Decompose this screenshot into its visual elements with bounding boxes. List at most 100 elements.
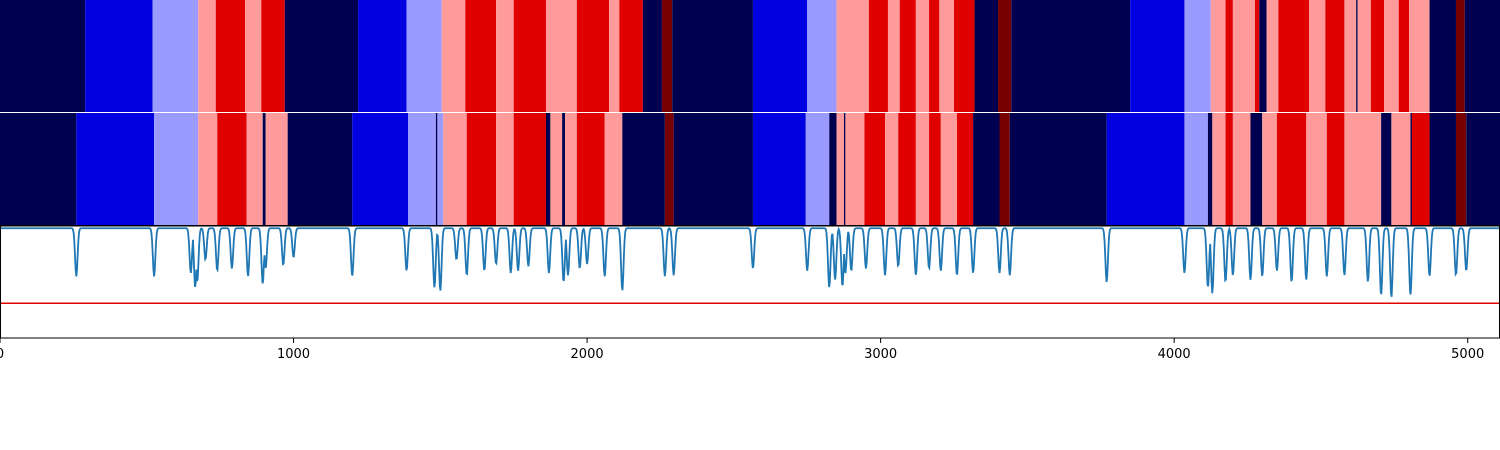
segment-row1-45 (1212, 113, 1226, 225)
segment-row1-60 (1466, 113, 1500, 225)
segmentation-row-bottom (0, 113, 1500, 225)
segment-row0-16 (609, 0, 620, 112)
segment-row1-30 (843, 113, 846, 225)
segment-row0-23 (836, 0, 869, 112)
signal-panel (0, 226, 1500, 338)
segment-row0-51 (1409, 0, 1430, 112)
segment-row1-35 (915, 113, 930, 225)
segment-row1-3 (198, 113, 218, 225)
segment-row1-51 (1306, 113, 1327, 225)
segment-row1-20 (565, 113, 577, 225)
segment-row0-11 (465, 0, 497, 112)
segment-row0-46 (1356, 0, 1358, 112)
segmentation-row-top (0, 0, 1500, 112)
segment-row0-15 (576, 0, 610, 112)
segment-row1-17 (545, 113, 551, 225)
segment-row0-10 (441, 0, 466, 112)
segment-row1-25 (673, 113, 753, 225)
segment-row1-24 (664, 113, 674, 225)
segment-row0-13 (513, 0, 546, 112)
segment-row0-24 (868, 0, 888, 112)
x-tick-label-0: 0 (0, 347, 4, 362)
segment-row0-20 (672, 0, 753, 112)
segment-row1-2 (154, 113, 199, 225)
segment-row1-47 (1232, 113, 1251, 225)
segment-row1-46 (1225, 113, 1233, 225)
segment-row1-59 (1455, 113, 1467, 225)
segment-row0-45 (1344, 0, 1357, 112)
segment-row1-57 (1411, 113, 1430, 225)
segment-row0-7 (284, 0, 359, 112)
segment-row1-42 (1106, 113, 1185, 225)
segment-row0-8 (358, 0, 407, 112)
segment-row0-42 (1278, 0, 1310, 112)
segment-row1-44 (1207, 113, 1213, 225)
segment-row1-40 (999, 113, 1010, 225)
segment-row0-50 (1398, 0, 1409, 112)
segment-row1-6 (262, 113, 266, 225)
segment-row1-55 (1391, 113, 1411, 225)
segment-row1-52 (1326, 113, 1345, 225)
segment-row0-36 (1210, 0, 1226, 112)
segment-row1-56 (1410, 113, 1412, 225)
segment-row0-28 (929, 0, 940, 112)
segment-row1-5 (246, 113, 263, 225)
segment-row1-12 (437, 113, 444, 225)
segment-row0-18 (642, 0, 662, 112)
segment-row0-33 (1011, 0, 1131, 112)
segment-row0-21 (752, 0, 808, 112)
segment-row0-40 (1259, 0, 1267, 112)
segment-row0-38 (1232, 0, 1255, 112)
segment-row1-13 (443, 113, 467, 225)
segment-row1-26 (752, 113, 806, 225)
segment-row0-26 (899, 0, 916, 112)
segment-row1-36 (929, 113, 941, 225)
segment-row1-58 (1429, 113, 1456, 225)
segment-row0-27 (915, 0, 930, 112)
segment-row1-33 (885, 113, 899, 225)
segment-row0-54 (1464, 0, 1500, 112)
segment-row1-39 (973, 113, 1000, 225)
segment-row0-43 (1309, 0, 1326, 112)
segment-row0-32 (998, 0, 1012, 112)
segment-row1-10 (408, 113, 436, 225)
segment-row1-9 (352, 113, 409, 225)
segment-row1-29 (836, 113, 844, 225)
segment-row0-35 (1184, 0, 1211, 112)
signal-line (0, 226, 1500, 297)
segment-row0-29 (939, 0, 955, 112)
segment-row0-19 (661, 0, 673, 112)
segment-row0-25 (887, 0, 900, 112)
segment-row0-47 (1357, 0, 1371, 112)
segment-row1-15 (496, 113, 514, 225)
segment-row1-21 (576, 113, 605, 225)
segment-row0-41 (1266, 0, 1279, 112)
segment-row0-22 (807, 0, 837, 112)
segment-row0-1 (85, 0, 153, 112)
segment-row0-9 (406, 0, 442, 112)
segment-row1-8 (287, 113, 353, 225)
segment-row1-48 (1250, 113, 1263, 225)
segment-row1-49 (1262, 113, 1277, 225)
segment-row1-22 (604, 113, 623, 225)
x-tick-label-4000: 4000 (1158, 347, 1191, 362)
segment-row1-0 (0, 113, 77, 225)
segment-row1-50 (1276, 113, 1307, 225)
segment-row0-12 (496, 0, 514, 112)
segment-row1-14 (466, 113, 497, 225)
segment-row1-41 (1009, 113, 1107, 225)
segment-row0-52 (1429, 0, 1456, 112)
segment-row1-19 (562, 113, 566, 225)
segment-row1-4 (217, 113, 247, 225)
segment-row0-0 (0, 0, 86, 112)
segment-row0-31 (974, 0, 999, 112)
segment-row1-31 (845, 113, 865, 225)
segment-row1-28 (829, 113, 837, 225)
segment-row0-44 (1325, 0, 1345, 112)
segment-row0-37 (1225, 0, 1233, 112)
x-tick-label-2000: 2000 (571, 347, 604, 362)
segment-row1-37 (940, 113, 957, 225)
x-tick-label-5000: 5000 (1451, 347, 1484, 362)
